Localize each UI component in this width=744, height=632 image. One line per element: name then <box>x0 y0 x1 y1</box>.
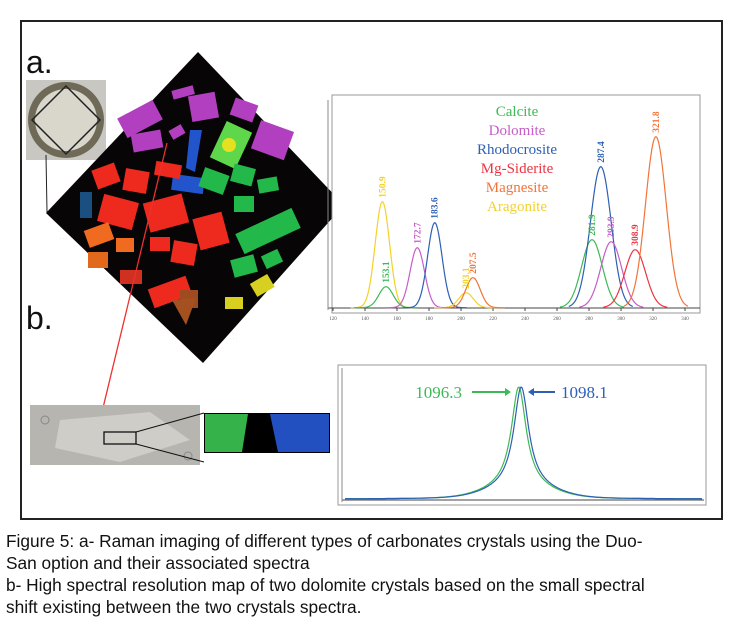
x-tick-label: 200 <box>457 317 465 322</box>
x-tick-label: 160 <box>393 317 401 322</box>
x-tick-label: 260 <box>553 317 561 322</box>
spectrum-peak-magnesite <box>623 135 689 307</box>
carbonate-spectra-chart: 120 140 160 180 200 220 240 260 280 300 320 340 150… <box>327 94 701 322</box>
chart2-frame <box>337 364 707 506</box>
peak-label: 172.7 <box>413 222 423 244</box>
spectrum-peak-rhodocrosite <box>568 166 634 308</box>
peak-label: 308.9 <box>631 224 641 246</box>
x-tick-label: 300 <box>617 317 625 322</box>
dolomite-spectra-chart: 1096.3 1098.1 <box>337 364 707 506</box>
peak-label: 207.5 <box>469 252 479 274</box>
figure-caption: Figure 5: a- Raman imaging of different … <box>6 530 741 618</box>
spectrum-peak-mg-siderite <box>603 249 668 308</box>
crystal-dolomite-regions <box>117 85 295 161</box>
spectrum-peak-magnesite <box>441 277 505 309</box>
x-tick-label: 120 <box>329 317 337 322</box>
selected-area-box <box>103 431 137 445</box>
crystal-aragonite-regions <box>225 273 275 309</box>
spectrum-peak-calcite <box>559 239 625 308</box>
inset-connector-line <box>45 154 48 213</box>
panel-a-label: a. <box>26 44 53 80</box>
high-resolution-map <box>204 413 330 462</box>
map-axis-ticks: · · · · · · · · · <box>60 237 323 342</box>
caption-line: Figure 5: a- Raman imaging of different … <box>6 531 643 551</box>
microscope-photo <box>30 405 200 465</box>
peak-label: 183.6 <box>431 197 441 219</box>
crystal-calcite-regions <box>198 163 301 278</box>
spectrum-peak-dolomite <box>579 241 644 308</box>
zoom-connector-top <box>135 412 205 433</box>
caption-line: b- High spectral resolution map of two d… <box>6 575 645 595</box>
legend-entry: Mg-Siderite <box>481 161 554 177</box>
legend-entry: Calcite <box>496 104 539 120</box>
x-tick-label: 140 <box>361 317 369 322</box>
legend-entry: Rhodocrosite <box>477 142 557 158</box>
x-tick-label: 280 <box>585 317 593 322</box>
spectrum-peak-rhodocrosite <box>402 221 467 309</box>
svg-text:· · ·: · · · <box>230 337 238 342</box>
legend-entry: Aragonite <box>487 199 547 215</box>
legend-entry: Magnesite <box>486 180 549 196</box>
caption-line: San option and their associated spectra <box>6 553 310 573</box>
crystal-rhodocrosite-regions <box>80 130 205 218</box>
peak-position-label: 1098.1 <box>561 383 608 402</box>
legend-entry: Dolomite <box>489 123 546 139</box>
peak-label: 293.9 <box>607 216 617 238</box>
spectrum-peak-dolomite <box>385 247 450 309</box>
sample-photo <box>26 80 106 160</box>
crystal-mixed-core <box>222 138 236 152</box>
peak-label: 281.9 <box>588 214 598 236</box>
map-pointer-line <box>101 142 168 413</box>
arrowhead-icon <box>505 388 511 396</box>
x-tick-label: 180 <box>425 317 433 322</box>
peak-label: 150.9 <box>378 176 388 198</box>
figure-frame <box>20 20 723 520</box>
x-tick-label: 320 <box>649 317 657 322</box>
panel-b-label: b. <box>26 300 53 336</box>
caption-line: shift existing between the two crystals … <box>6 597 362 617</box>
peak-position-label: 1096.3 <box>415 383 462 402</box>
peak-label: 153.1 <box>382 261 392 283</box>
svg-text:· · ·: · · · <box>315 237 323 242</box>
map-area-outline <box>30 84 102 156</box>
crystal-magnesite-regions <box>83 222 198 325</box>
peak-label: 321.8 <box>652 111 662 133</box>
x-tick-label: 240 <box>521 317 529 322</box>
zoom-connector-bottom <box>135 443 205 463</box>
x-tick-label: 340 <box>681 317 689 322</box>
peak-label: 287.4 <box>597 141 607 163</box>
svg-text:· · ·: · · · <box>60 237 68 242</box>
x-tick-label: 220 <box>489 317 497 322</box>
arrowhead-icon <box>528 388 534 396</box>
crystal-siderite-regions <box>91 160 230 309</box>
spectrum-line-1098.1 <box>345 386 703 500</box>
raman-map: · · · · · · · · · <box>46 52 344 363</box>
peak-label: 203.1 <box>462 267 472 289</box>
